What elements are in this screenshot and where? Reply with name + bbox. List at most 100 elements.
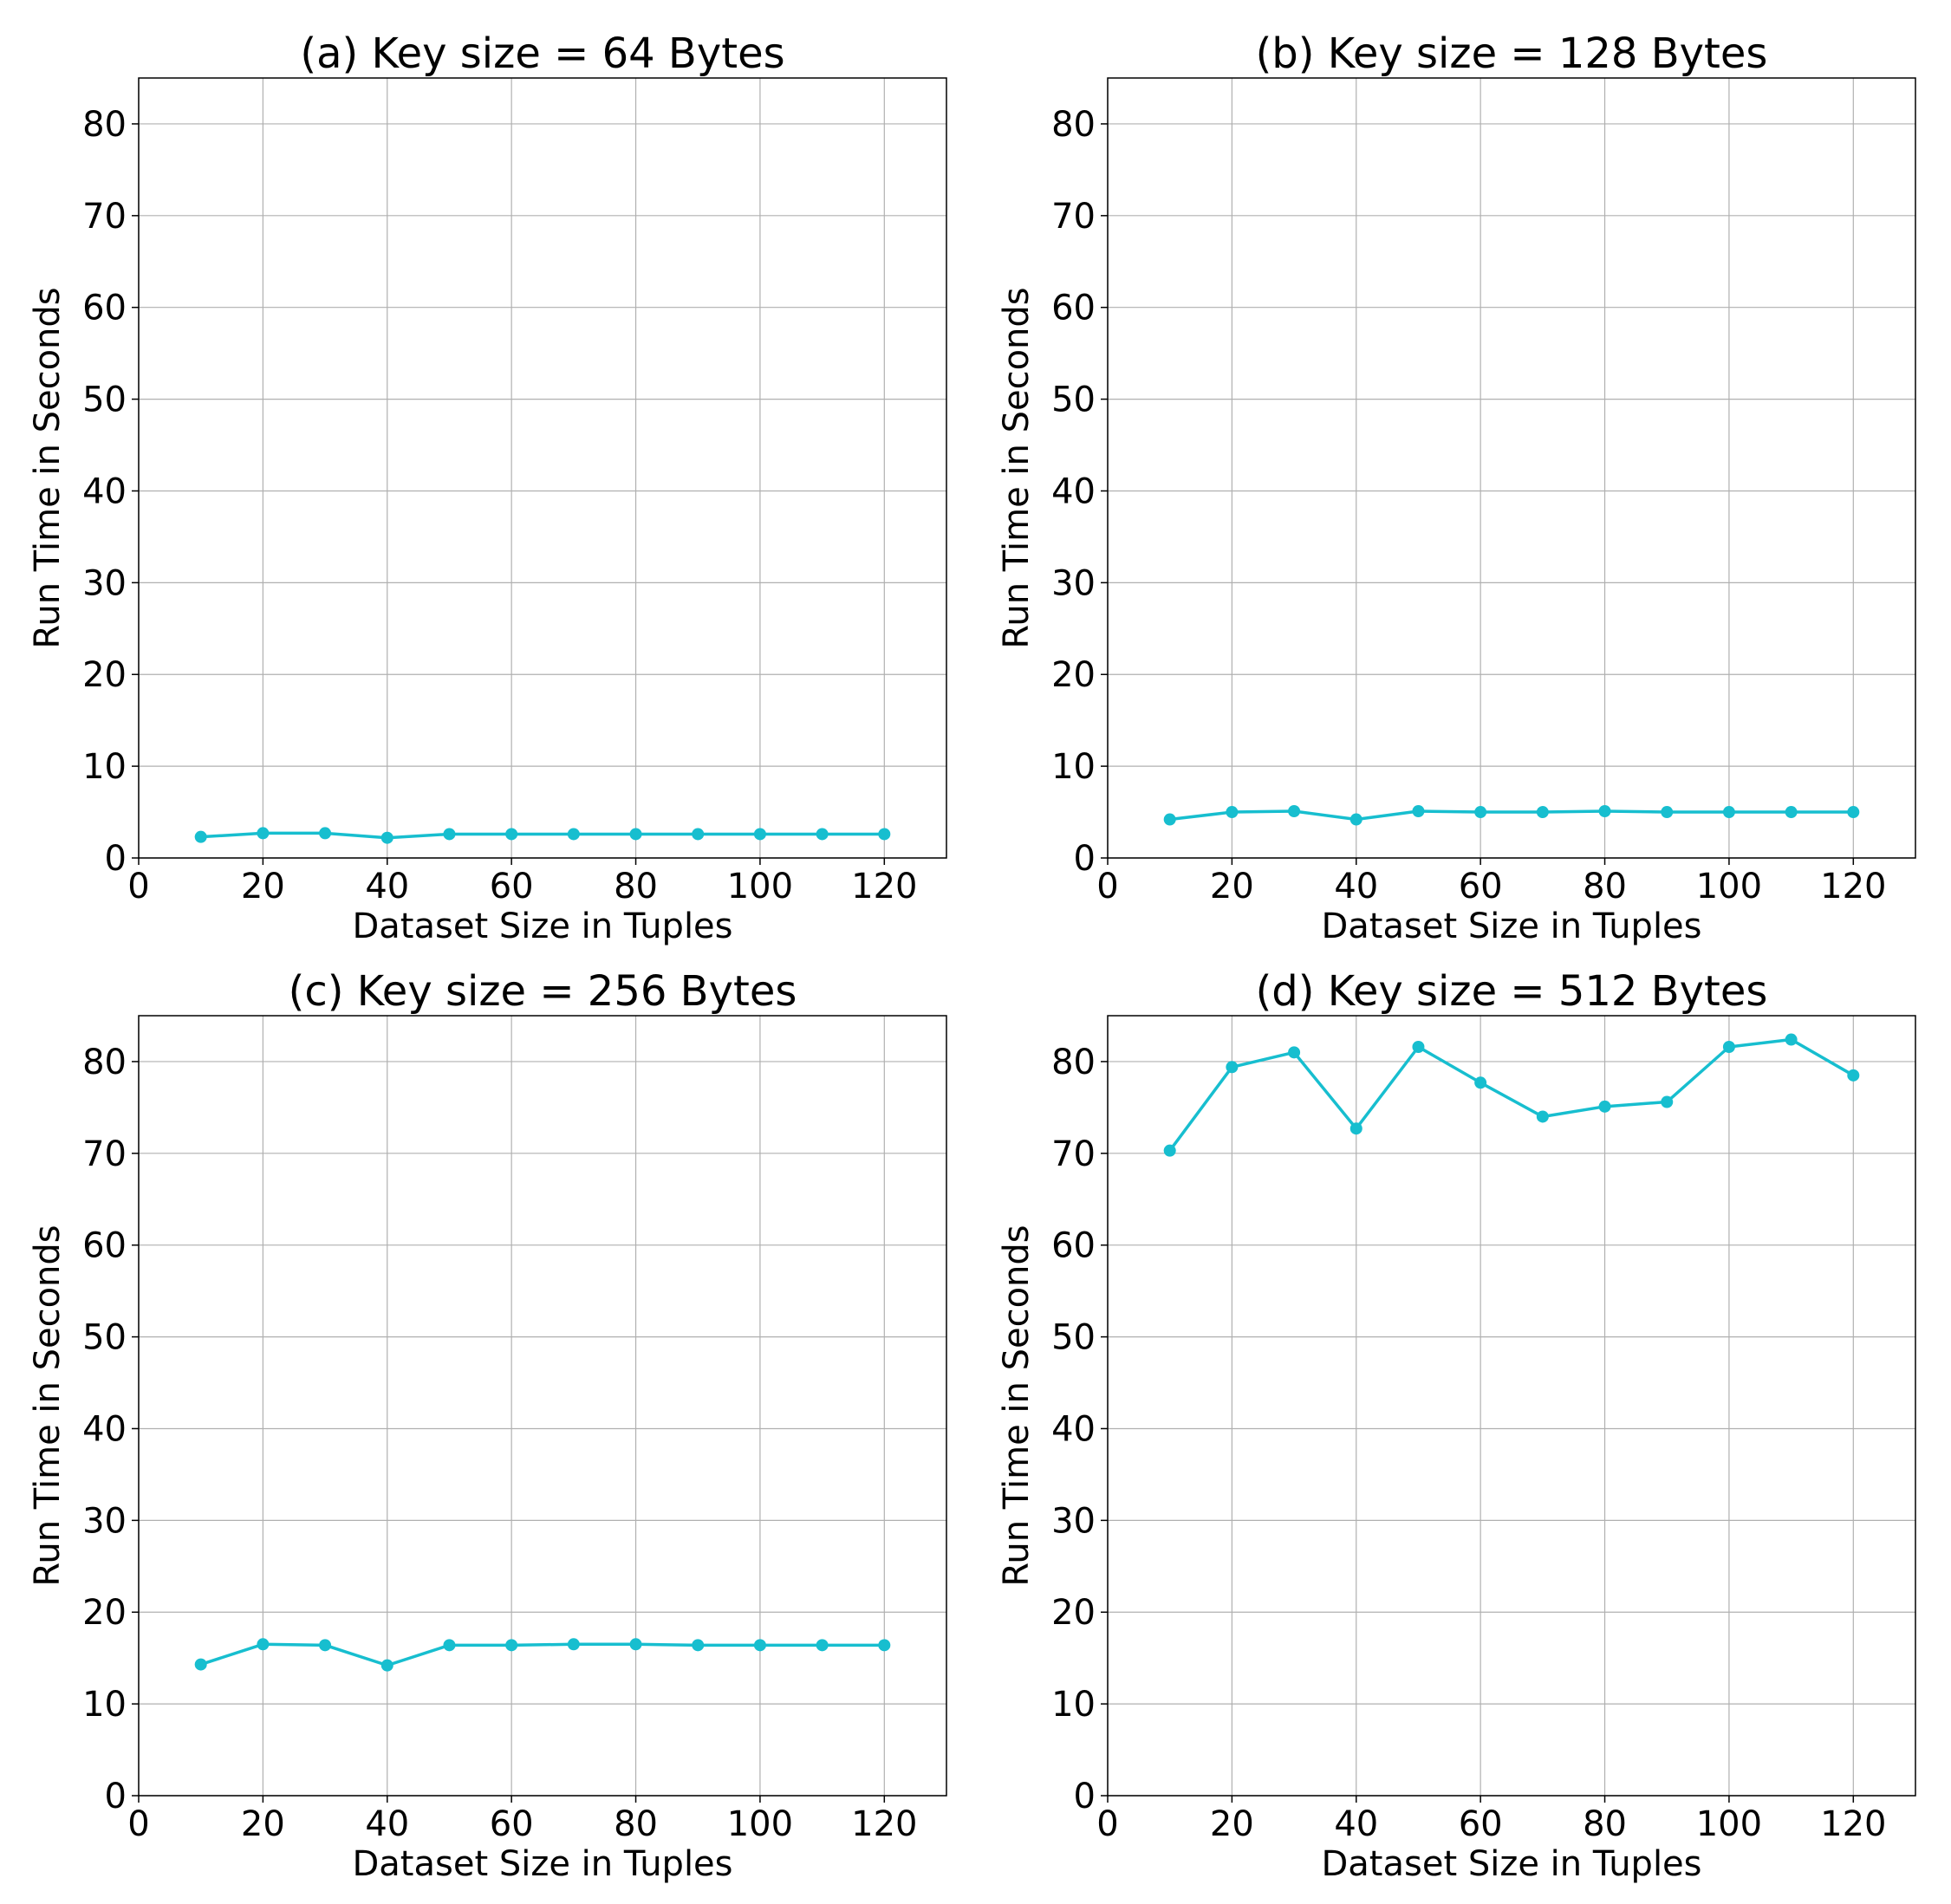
chart-title: (d) Key size = 512 Bytes — [1256, 967, 1768, 1016]
y-tick-label: 70 — [1051, 197, 1096, 237]
data-point — [1474, 806, 1487, 819]
data-point — [505, 1639, 518, 1652]
x-tick-label: 20 — [241, 1804, 285, 1844]
data-point — [1722, 806, 1735, 819]
data-point — [1349, 1122, 1362, 1135]
data-point — [816, 1639, 829, 1652]
data-point — [567, 1638, 580, 1651]
data-point — [194, 830, 207, 843]
x-tick-label: 100 — [727, 1804, 793, 1844]
x-tick-label: 40 — [1334, 1804, 1378, 1844]
data-point — [380, 1659, 393, 1672]
plot-frame — [1107, 77, 1916, 859]
y-tick-label: 40 — [82, 471, 127, 511]
data-point — [1536, 806, 1549, 819]
x-tick-label: 80 — [614, 1804, 658, 1844]
y-tick-label: 50 — [1051, 380, 1096, 420]
data-point — [1349, 813, 1362, 826]
y-tick-label: 10 — [1051, 747, 1096, 787]
plot-frame — [1107, 1015, 1916, 1797]
plot-frame — [138, 1015, 947, 1797]
x-tick-label: 120 — [1820, 867, 1886, 907]
data-point — [380, 831, 393, 844]
y-tick-label: 60 — [1051, 1226, 1096, 1266]
x-tick-label: 40 — [365, 867, 409, 907]
x-tick-label: 60 — [490, 867, 534, 907]
data-point — [505, 828, 518, 841]
y-tick-label: 30 — [1051, 563, 1096, 603]
data-point — [753, 1639, 766, 1652]
data-point — [443, 1639, 456, 1652]
data-point — [629, 828, 642, 841]
data-point — [1598, 1100, 1611, 1113]
x-tick-label: 20 — [1210, 867, 1254, 907]
x-tick-label: 120 — [1820, 1804, 1886, 1844]
chart-b: 0 20 40 60 80 100 120 0 10 20 30 40 50 60 70 80 (b) Key … — [997, 29, 1916, 946]
data-point — [878, 1639, 891, 1652]
y-axis-label: Run Time in Seconds — [28, 287, 68, 648]
x-tick-label: 120 — [851, 1804, 917, 1844]
x-tick-label: 0 — [1096, 1804, 1118, 1844]
y-tick-label: 70 — [82, 197, 127, 237]
data-point — [1785, 806, 1798, 819]
x-tick-label: 0 — [127, 1804, 149, 1844]
y-tick-label: 60 — [82, 1226, 127, 1266]
data-point — [1722, 1041, 1735, 1053]
y-tick-label: 30 — [1051, 1501, 1096, 1541]
x-axis-label: Dataset Size in Tuples — [352, 907, 732, 946]
y-tick-label: 60 — [82, 289, 127, 328]
y-tick-label: 80 — [1051, 105, 1096, 145]
y-tick-label: 70 — [1051, 1134, 1096, 1174]
data-point — [319, 1639, 332, 1652]
y-axis-label: Run Time in Seconds — [997, 1225, 1037, 1586]
y-tick-label: 20 — [1051, 655, 1096, 695]
data-point — [194, 1658, 207, 1671]
series-line — [1168, 1037, 1855, 1152]
x-tick-label: 0 — [1096, 867, 1118, 907]
x-axis-label: Dataset Size in Tuples — [352, 1844, 732, 1884]
x-tick-label: 80 — [614, 867, 658, 907]
data-point — [1785, 1033, 1798, 1046]
data-point — [1847, 806, 1860, 819]
data-point — [1412, 1041, 1425, 1053]
data-point — [1163, 813, 1176, 826]
x-tick-label: 80 — [1583, 867, 1627, 907]
series-line — [200, 1642, 885, 1667]
y-tick-label: 10 — [82, 747, 127, 787]
data-point — [443, 828, 456, 841]
x-axis-label: Dataset Size in Tuples — [1321, 907, 1701, 946]
x-tick-label: 120 — [851, 867, 917, 907]
y-tick-label: 40 — [82, 1409, 127, 1449]
y-tick-label: 50 — [82, 380, 127, 420]
y-tick-label: 80 — [82, 105, 127, 145]
x-tick-label: 100 — [1696, 1804, 1762, 1844]
y-tick-label: 50 — [1051, 1318, 1096, 1358]
y-tick-label: 0 — [1074, 1777, 1096, 1816]
x-tick-label: 100 — [727, 867, 793, 907]
x-tick-label: 60 — [490, 1804, 534, 1844]
data-point — [1412, 805, 1425, 817]
y-tick-label: 10 — [1051, 1685, 1096, 1725]
data-point — [1474, 1076, 1487, 1089]
chart-title: (b) Key size = 128 Bytes — [1256, 29, 1768, 78]
plot-frame — [138, 77, 947, 859]
data-point — [692, 1639, 705, 1652]
y-tick-label: 70 — [82, 1134, 127, 1174]
y-tick-label: 50 — [82, 1318, 127, 1358]
y-tick-label: 40 — [1051, 1409, 1096, 1449]
y-tick-label: 20 — [1051, 1593, 1096, 1633]
x-tick-label: 60 — [1459, 867, 1503, 907]
y-tick-label: 20 — [82, 655, 127, 695]
y-axis-label: Run Time in Seconds — [28, 1225, 68, 1586]
chart-title: (a) Key size = 64 Bytes — [300, 29, 784, 78]
y-tick-label: 80 — [1051, 1043, 1096, 1082]
chart-a: 0 20 40 60 80 100 120 0 10 20 30 40 50 60 70 80 (a) Key … — [28, 29, 947, 946]
data-point — [753, 828, 766, 841]
y-tick-label: 60 — [1051, 289, 1096, 328]
data-point — [1661, 806, 1674, 819]
y-tick-label: 40 — [1051, 471, 1096, 511]
data-point — [257, 827, 270, 840]
data-point — [1847, 1069, 1860, 1082]
x-tick-label: 80 — [1583, 1804, 1627, 1844]
y-tick-label: 0 — [105, 1777, 127, 1816]
